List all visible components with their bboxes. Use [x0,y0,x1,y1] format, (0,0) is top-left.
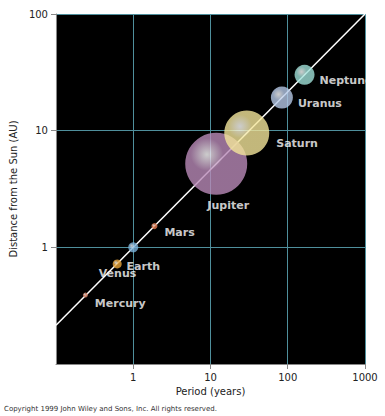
svg-text:Earth: Earth [127,260,160,273]
svg-text:100: 100 [278,372,297,383]
svg-text:Neptune: Neptune [320,74,373,87]
svg-text:1: 1 [130,372,136,383]
svg-text:100: 100 [29,9,48,20]
svg-text:1000: 1000 [352,372,377,383]
svg-text:Saturn: Saturn [276,137,318,150]
svg-text:Copyright 1999 John Wiley and: Copyright 1999 John Wiley and Sons, Inc.… [4,405,217,413]
svg-text:Jupiter: Jupiter [206,199,249,212]
svg-text:Mercury: Mercury [95,297,146,310]
svg-text:10: 10 [35,125,48,136]
svg-text:10: 10 [204,372,217,383]
svg-text:Uranus: Uranus [298,97,342,110]
svg-text:Distance from the Sun (AU): Distance from the Sun (AU) [8,120,19,257]
svg-text:Period (years): Period (years) [176,386,246,397]
svg-text:Mars: Mars [164,226,195,239]
svg-text:1: 1 [42,242,48,253]
svg-text:Venus: Venus [98,267,137,281]
